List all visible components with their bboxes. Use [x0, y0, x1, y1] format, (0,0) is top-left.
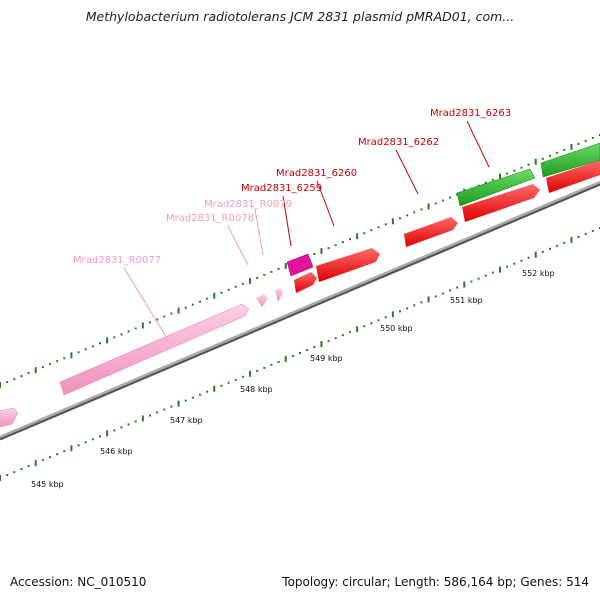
gene-features — [0, 142, 600, 428]
gene-label-6262[interactable]: Mrad2831_6262 — [358, 137, 439, 148]
label-leaders — [123, 120, 490, 339]
scale-label: 552 kbp — [522, 269, 555, 278]
gene-feature-pink[interactable] — [0, 407, 19, 428]
scale-label-group: 545 kbp 546 kbp 547 kbp 548 kbp 549 kbp … — [31, 269, 555, 489]
accession-text: Accession: NC_010510 — [10, 575, 147, 589]
gene-label-r0077[interactable]: Mrad2831_R0077 — [73, 255, 161, 266]
gene-feature-green-2[interactable] — [540, 142, 600, 178]
leader-r0078 — [227, 225, 249, 266]
gene-label-r0078[interactable]: Mrad2831_R0078 — [166, 213, 254, 224]
gene-feature-green-1[interactable] — [456, 168, 536, 207]
scale-label: 545 kbp — [31, 480, 64, 489]
scale-label: 547 kbp — [170, 416, 203, 425]
backbone — [0, 180, 600, 439]
gene-feature-6260[interactable] — [316, 248, 380, 282]
scale-label: 546 kbp — [100, 447, 133, 456]
upper-tick-track — [0, 134, 600, 388]
map-title: Methylobacterium radiotolerans JCM 2831 … — [85, 9, 515, 24]
gene-feature-r0078[interactable] — [256, 294, 268, 307]
gene-label-6259[interactable]: Mrad2831_6259 — [241, 183, 322, 194]
gene-feature-r0079[interactable] — [275, 288, 283, 302]
gene-label-r0079[interactable]: Mrad2831_R0079 — [204, 199, 292, 210]
gene-feature-6259[interactable] — [294, 272, 317, 293]
scale-label: 551 kbp — [450, 296, 483, 305]
scale-tick-track — [0, 227, 600, 481]
scale-label: 549 kbp — [310, 354, 343, 363]
gene-feature-6263[interactable] — [462, 184, 540, 222]
leader-r0079 — [254, 208, 264, 256]
gene-feature-red-right[interactable] — [546, 160, 600, 193]
backbone-shadow — [0, 182, 600, 441]
genome-summary-text: Topology: circular; Length: 586,164 bp; … — [282, 575, 589, 589]
leader-6259 — [282, 195, 292, 247]
gene-feature-r0077[interactable] — [59, 303, 250, 396]
scale-label: 548 kbp — [240, 385, 273, 394]
scale-label: 550 kbp — [380, 324, 413, 333]
gene-label-6260[interactable]: Mrad2831_6260 — [276, 168, 357, 179]
gene-label-6263[interactable]: Mrad2831_6263 — [430, 108, 511, 119]
leader-r0077 — [123, 267, 168, 339]
gene-feature-6262[interactable] — [404, 217, 458, 247]
leader-6260 — [316, 180, 335, 227]
leader-6263 — [466, 120, 490, 168]
gene-label-group: Mrad2831_R0077 Mrad2831_R0078 Mrad2831_R… — [73, 108, 511, 266]
gene-feature-6259-selected[interactable] — [286, 253, 314, 277]
leader-6262 — [395, 149, 419, 195]
